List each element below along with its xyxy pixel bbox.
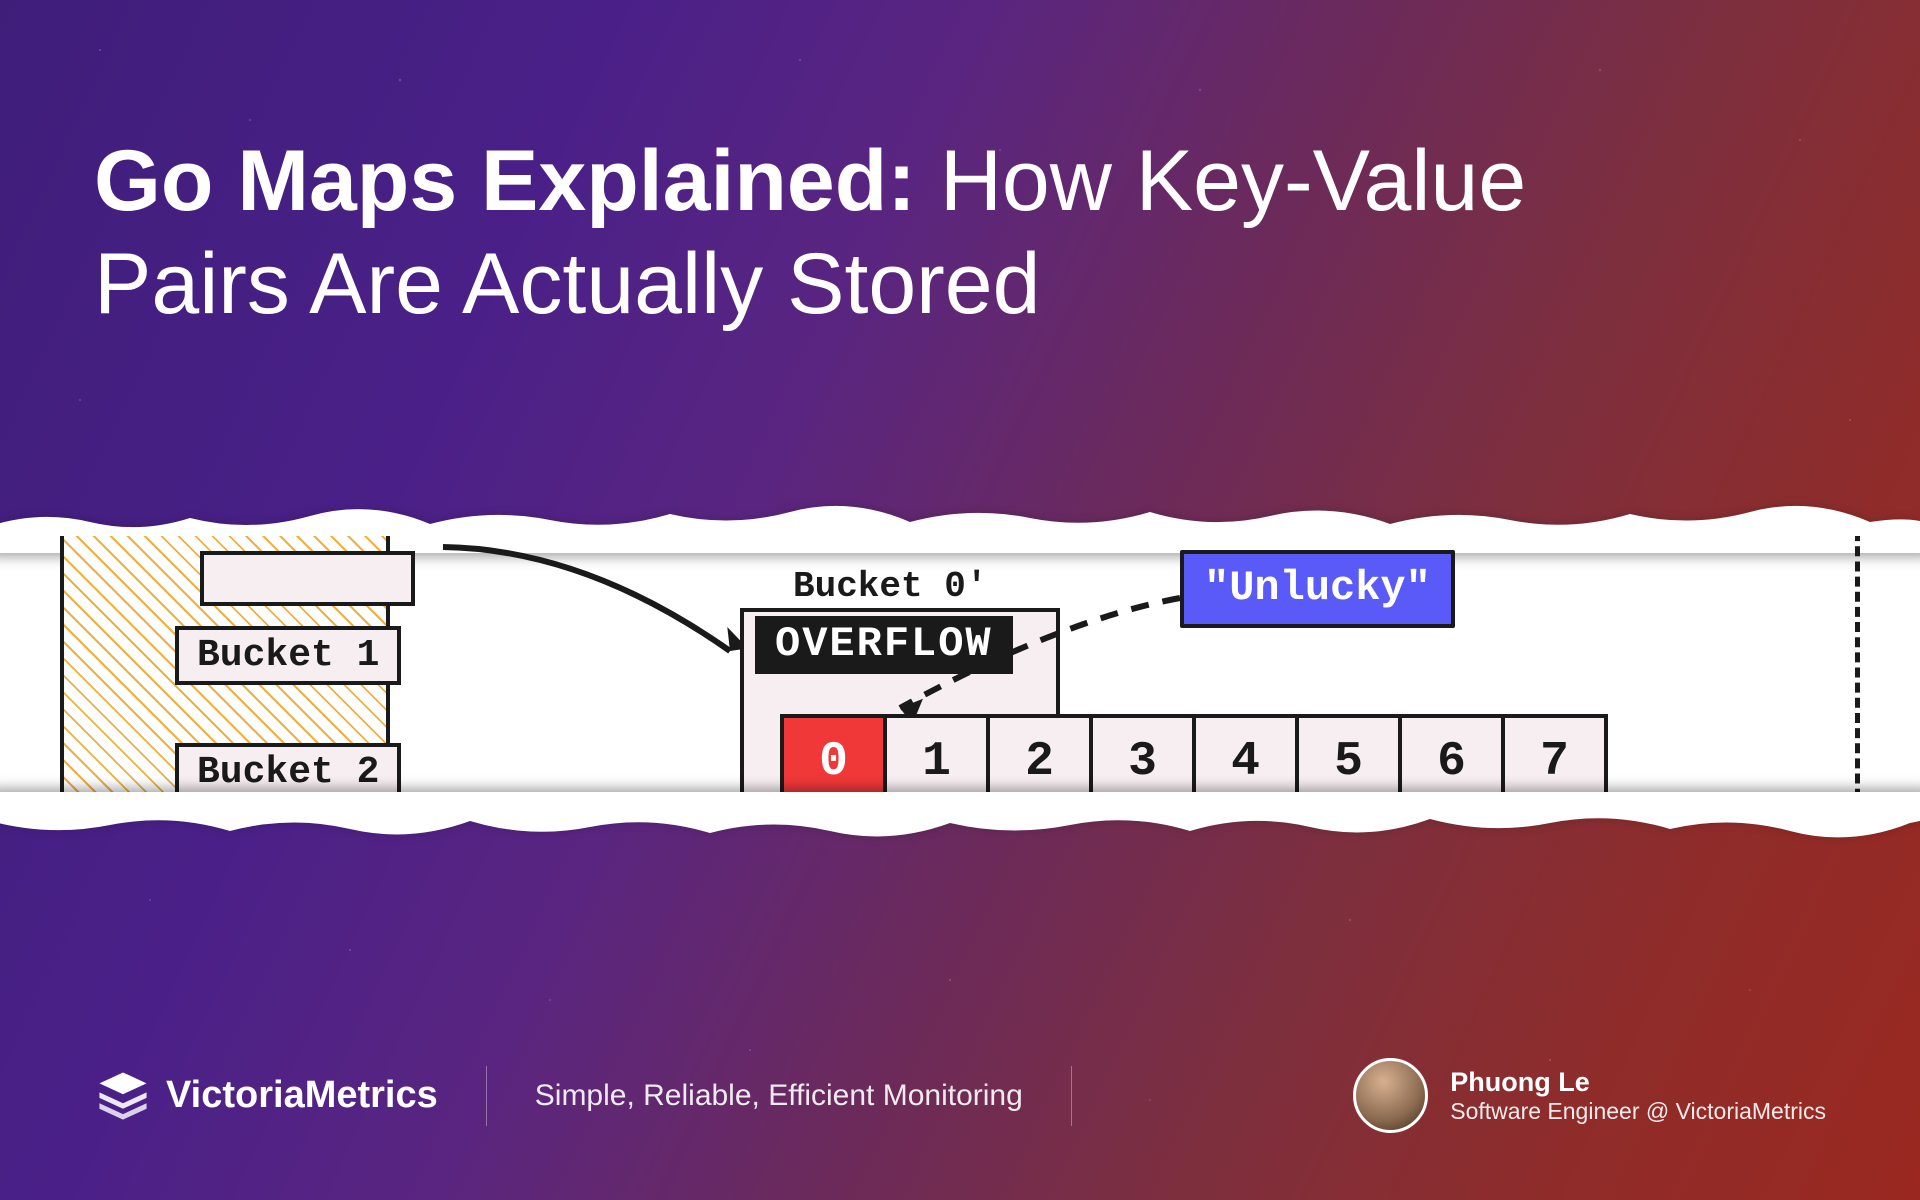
stack-icon — [94, 1067, 152, 1125]
diagram-strip: Bucket 1 Bucket 2 Bucket 0' OVERFLOW "Un… — [0, 500, 1920, 845]
arrow-solid — [435, 539, 755, 669]
tagline: Simple, Reliable, Efficient Monitoring — [535, 1079, 1023, 1113]
brand-name: VictoriaMetrics — [166, 1074, 438, 1117]
unlucky-tag: "Unlucky" — [1180, 550, 1455, 628]
footer: VictoriaMetrics Simple, Reliable, Effici… — [94, 1058, 1826, 1133]
arrow-dashed — [870, 590, 1190, 730]
bucket-0-inner — [200, 551, 415, 606]
footer-divider-1 — [486, 1066, 487, 1126]
footer-divider-2 — [1071, 1066, 1072, 1126]
diagram-canvas: Bucket 1 Bucket 2 Bucket 0' OVERFLOW "Un… — [0, 536, 1920, 809]
author-text: Phuong Le Software Engineer @ VictoriaMe… — [1450, 1067, 1826, 1125]
right-dashed-boundary — [1855, 536, 1860, 809]
bucket-1-label: Bucket 1 — [175, 626, 401, 685]
torn-edge-bottom — [0, 792, 1920, 847]
avatar — [1353, 1058, 1428, 1133]
author-name: Phuong Le — [1450, 1067, 1826, 1098]
title-line-2: Pairs Are Actually Stored — [94, 236, 1040, 332]
page-title: Go Maps Explained: How Key-Value Pairs A… — [94, 130, 1826, 336]
author-block: Phuong Le Software Engineer @ VictoriaMe… — [1353, 1058, 1826, 1133]
author-role: Software Engineer @ VictoriaMetrics — [1450, 1098, 1826, 1125]
title-highlight: Go Maps Explained: — [94, 130, 916, 233]
brand-logo: VictoriaMetrics — [94, 1067, 438, 1125]
title-rest-1: How Key-Value — [916, 133, 1526, 229]
